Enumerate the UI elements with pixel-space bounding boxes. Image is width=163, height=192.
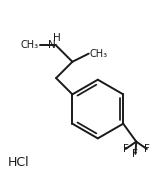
Text: CH₃: CH₃ <box>21 41 39 50</box>
Text: F: F <box>123 144 129 154</box>
Text: CH₃: CH₃ <box>89 49 108 59</box>
Text: F: F <box>144 144 150 154</box>
Text: F: F <box>133 149 138 159</box>
Text: H: H <box>53 33 61 43</box>
Text: N: N <box>48 40 55 50</box>
Text: HCl: HCl <box>8 156 30 169</box>
